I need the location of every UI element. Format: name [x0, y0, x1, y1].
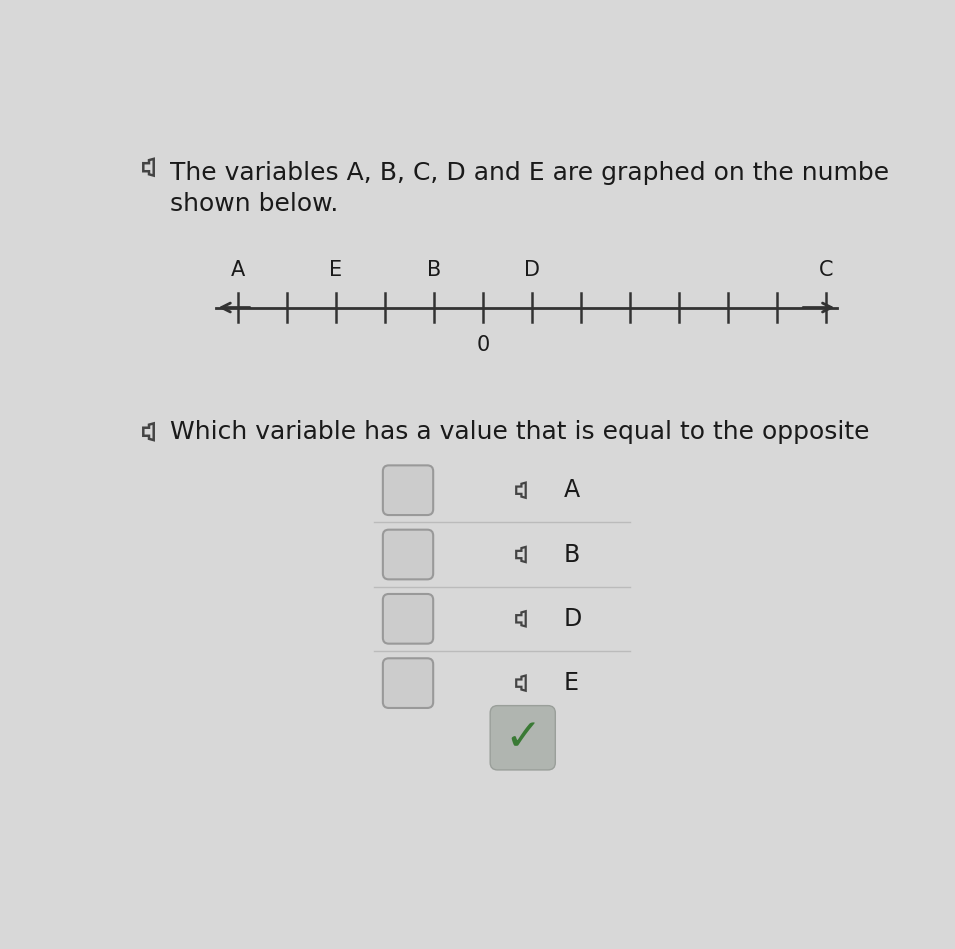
Text: 0: 0: [477, 335, 490, 355]
FancyBboxPatch shape: [383, 594, 434, 643]
Text: C: C: [819, 260, 834, 280]
Text: ✓: ✓: [504, 716, 541, 759]
Text: shown below.: shown below.: [170, 192, 338, 216]
Text: E: E: [329, 260, 343, 280]
Text: D: D: [563, 606, 582, 631]
FancyBboxPatch shape: [383, 465, 434, 515]
Text: Which variable has a value that is equal to the opposite: Which variable has a value that is equal…: [170, 419, 869, 444]
Text: D: D: [524, 260, 540, 280]
Text: A: A: [563, 478, 580, 502]
Text: The variables A, B, C, D and E are graphed on the numbe: The variables A, B, C, D and E are graph…: [170, 161, 889, 185]
Text: A: A: [231, 260, 244, 280]
FancyBboxPatch shape: [490, 706, 555, 770]
Text: B: B: [427, 260, 441, 280]
Text: B: B: [563, 543, 580, 567]
Text: E: E: [563, 671, 579, 695]
FancyBboxPatch shape: [383, 659, 434, 708]
FancyBboxPatch shape: [383, 530, 434, 579]
